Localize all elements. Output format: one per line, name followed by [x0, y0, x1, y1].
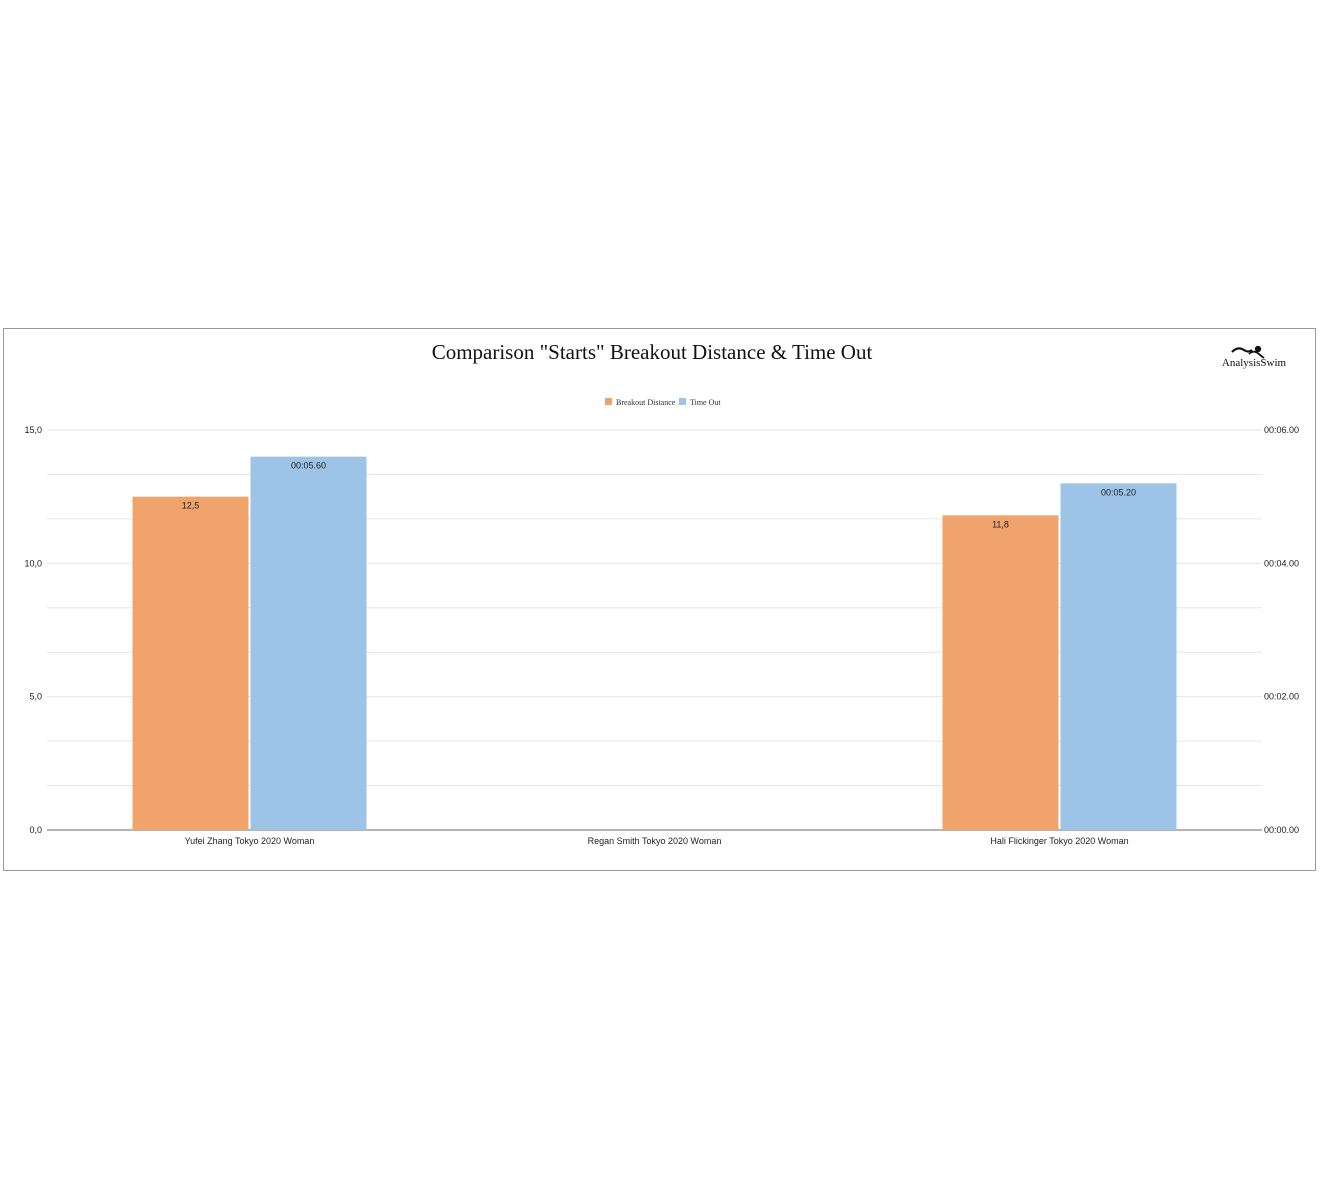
legend-label: Breakout Distance [616, 398, 676, 407]
data-label: 00:05.20 [1101, 487, 1136, 497]
bar-time-out [250, 456, 367, 830]
left-tick-label: 0,0 [29, 825, 42, 835]
chart: Comparison "Starts" Breakout Distance & … [24, 340, 1299, 846]
bar-breakout-distance [132, 496, 249, 830]
left-axis: 0,0 5,0 10,0 15,0 [24, 425, 42, 835]
bar-time-out [1060, 483, 1177, 830]
category-label: Yufei Zhang Tokyo 2020 Woman [185, 836, 315, 846]
right-tick-label: 00:06.00 [1264, 425, 1299, 435]
swimmer-icon [1231, 345, 1265, 359]
left-tick-label: 10,0 [24, 558, 42, 568]
bars: 12,5 00:05.60 11,8 00:05.20 [132, 456, 1177, 830]
data-label: 00:05.60 [291, 461, 326, 471]
chart-title: Comparison "Starts" Breakout Distance & … [432, 340, 873, 364]
right-tick-label: 00:04.00 [1264, 558, 1299, 568]
legend-swatch [679, 398, 686, 405]
data-label: 11,8 [992, 519, 1009, 529]
left-tick-label: 15,0 [24, 425, 42, 435]
x-axis: Yufei Zhang Tokyo 2020 Woman Regan Smith … [185, 836, 1129, 846]
gridlines [47, 429, 1262, 831]
legend-swatch [605, 398, 612, 405]
category-label: Hali Flickinger Tokyo 2020 Woman [990, 836, 1128, 846]
right-tick-label: 00:02.00 [1264, 692, 1299, 702]
right-tick-label: 00:00.00 [1264, 825, 1299, 835]
logo: AnalysisSwim [1222, 345, 1287, 369]
logo-text: AnalysisSwim [1222, 357, 1287, 369]
bar-breakout-distance [942, 515, 1059, 830]
category-label: Regan Smith Tokyo 2020 Woman [588, 836, 722, 846]
data-label: 12,5 [182, 501, 200, 511]
legend: Breakout Distance Time Out [605, 398, 721, 407]
chart-card: Comparison "Starts" Breakout Distance & … [3, 328, 1316, 871]
left-tick-label: 5,0 [29, 692, 42, 702]
right-axis: 00:00.00 00:02.00 00:04.00 00:06.00 [1264, 425, 1299, 835]
legend-label: Time Out [690, 398, 721, 407]
